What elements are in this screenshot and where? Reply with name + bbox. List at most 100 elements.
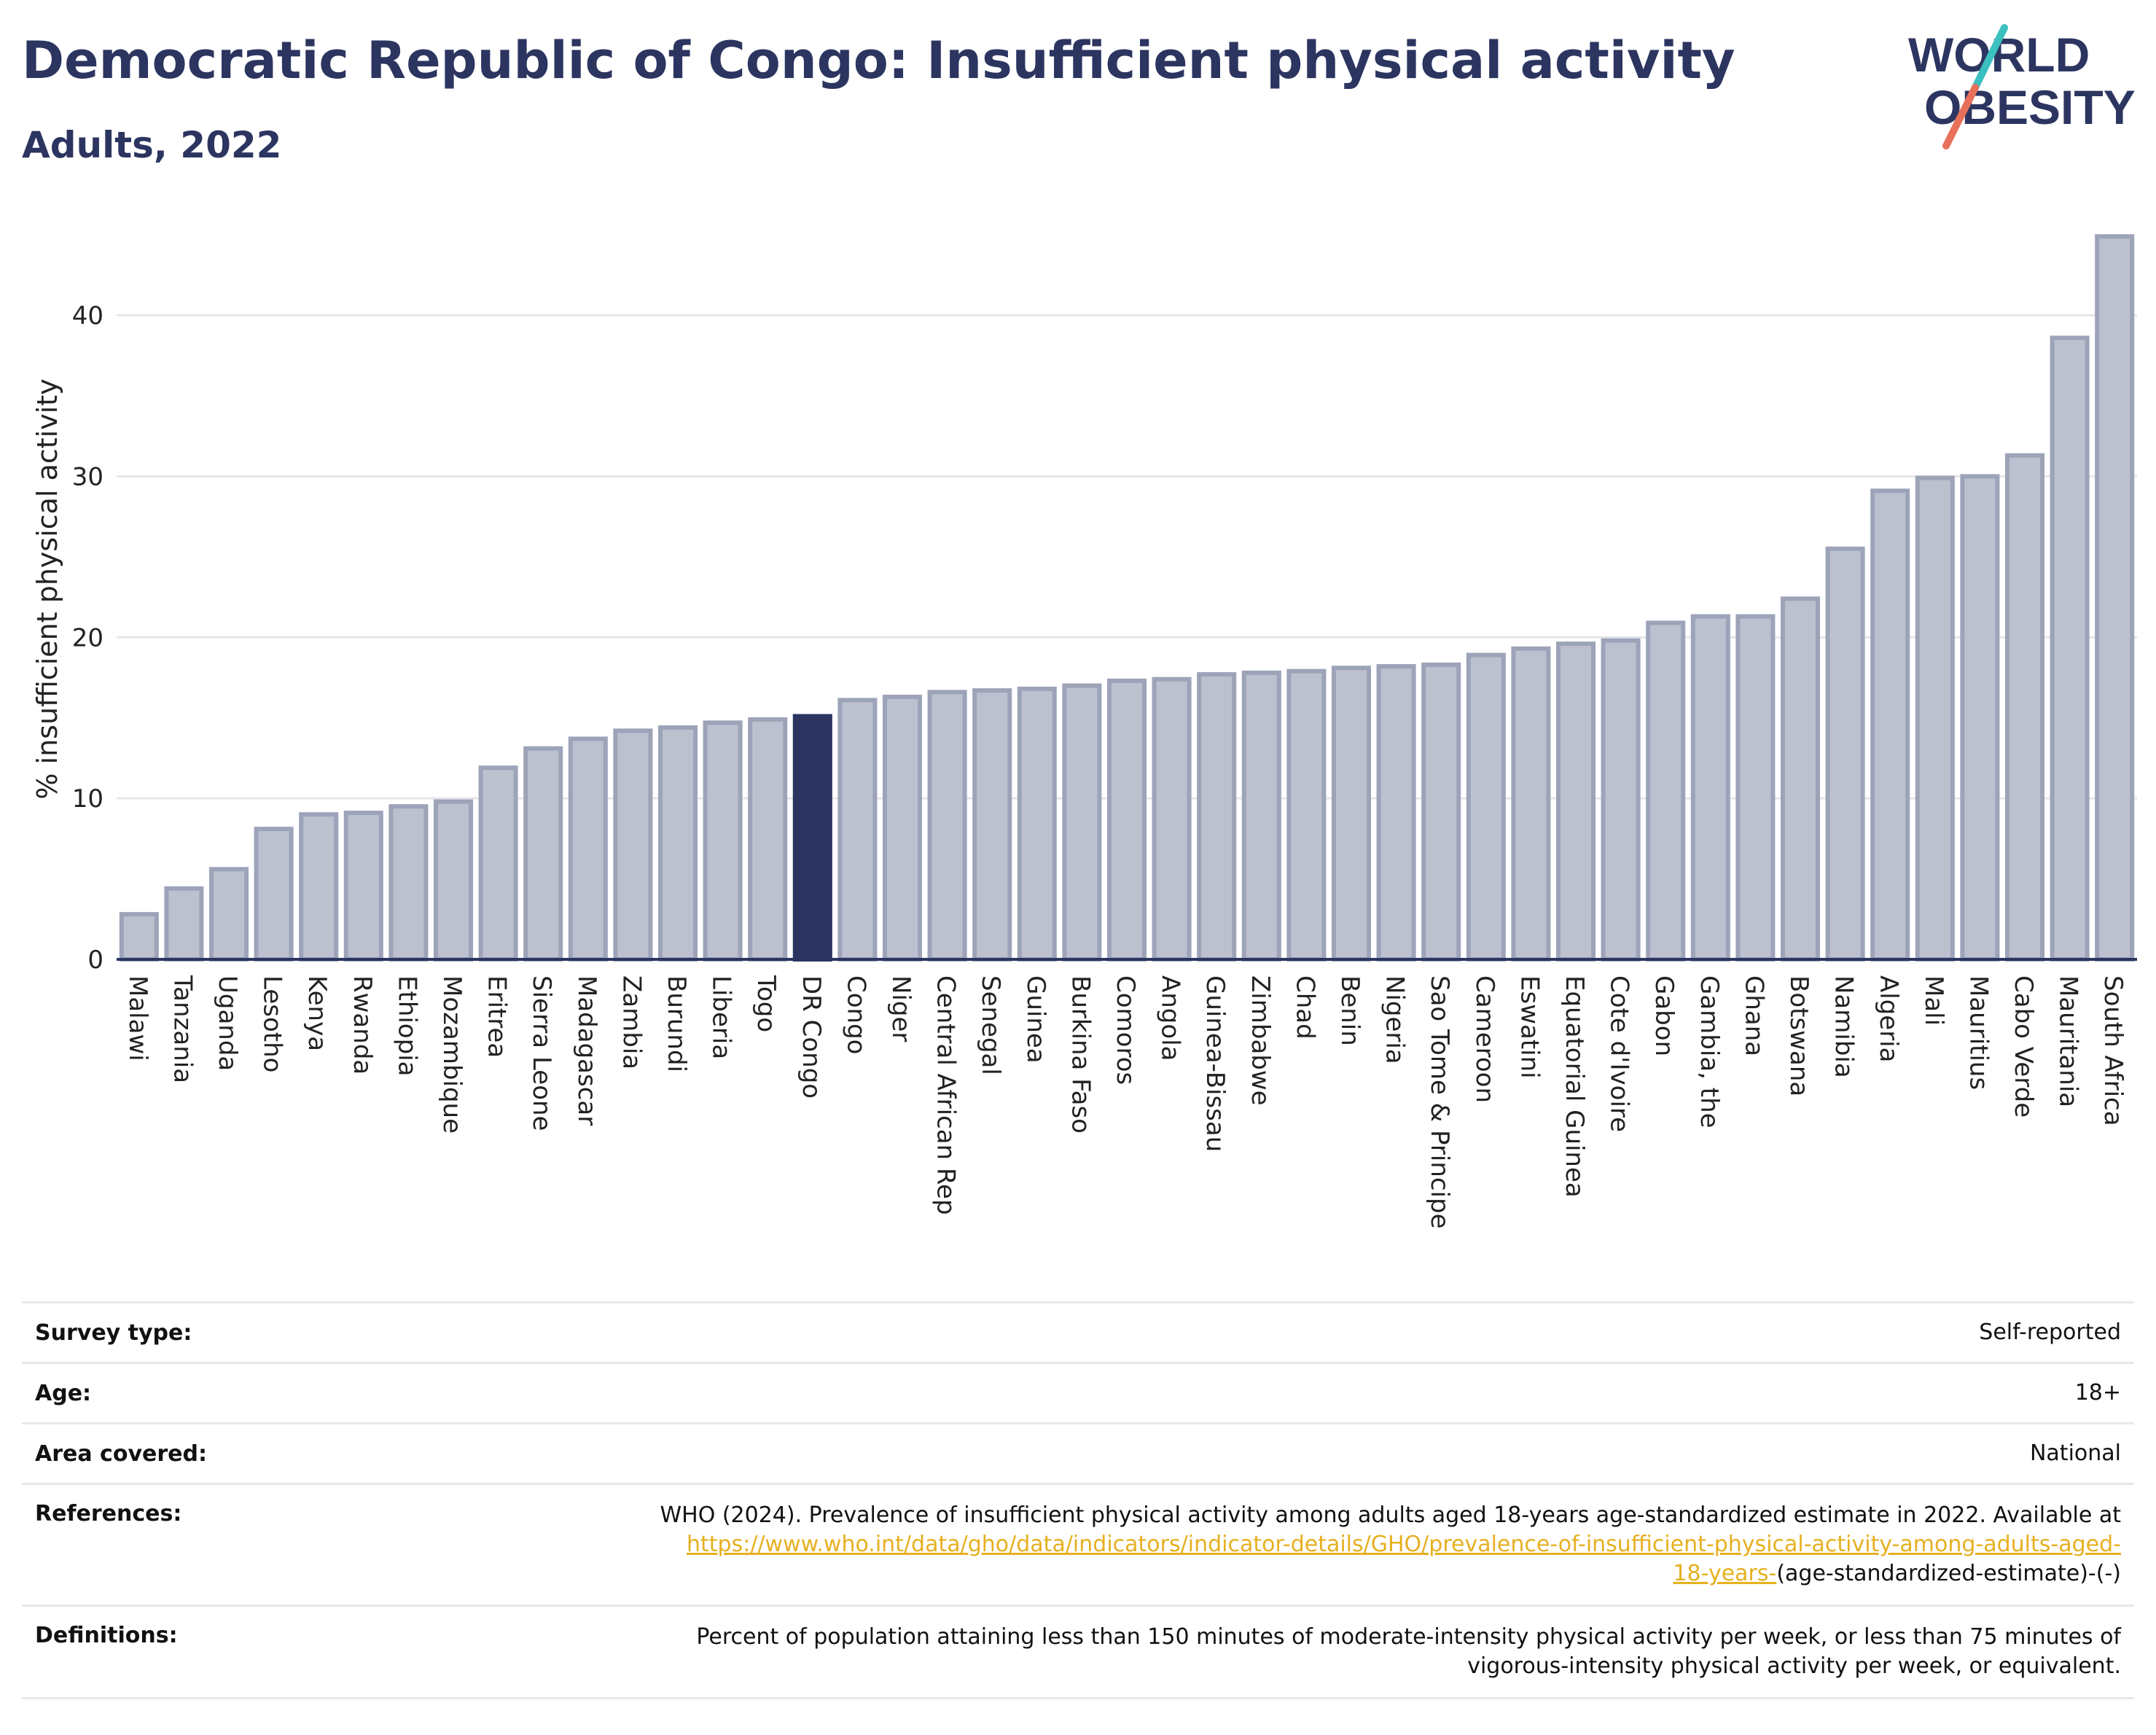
x-tick-label: Cameroon — [1470, 975, 1499, 1103]
page-subtitle: Adults, 2022 — [22, 124, 282, 166]
bar — [927, 690, 967, 962]
bar — [1870, 488, 1910, 962]
x-tick-label: Equatorial Guinea — [1560, 975, 1589, 1198]
x-tick-label: DR Congo — [797, 975, 826, 1099]
bar — [2095, 234, 2135, 962]
bar — [1960, 474, 2000, 962]
bar — [1646, 620, 1686, 962]
bar — [1376, 664, 1416, 962]
bar — [1106, 678, 1147, 962]
references-link-2[interactable]: 18-years- — [1673, 1561, 1777, 1586]
bar — [1197, 672, 1237, 962]
bar — [1915, 475, 1955, 962]
x-tick-label: Malawi — [123, 975, 152, 1061]
world-obesity-logo: WORLD OBESITY — [1908, 24, 2136, 149]
bar — [703, 720, 743, 962]
y-tick-label: 30 — [72, 462, 103, 491]
x-tick-label: Chad — [1290, 975, 1319, 1040]
y-tick-label: 20 — [72, 623, 103, 652]
definitions-value: Percent of population attaining less tha… — [696, 1607, 2134, 1697]
age-label: Age: — [35, 1380, 92, 1406]
x-tick-label: Zimbabwe — [1246, 975, 1275, 1106]
x-tick-label: Eswatini — [1515, 975, 1544, 1079]
x-tick-label: Mozambique — [437, 975, 466, 1134]
x-tick-label: Cabo Verde — [2009, 975, 2038, 1118]
bar — [748, 717, 788, 962]
definitions-label: Definitions: — [35, 1623, 178, 1648]
x-tick-label: Mali — [1919, 975, 1948, 1026]
bar — [657, 725, 698, 962]
bar — [388, 804, 429, 962]
bar — [972, 688, 1012, 962]
bar — [2050, 335, 2090, 962]
bar — [1062, 683, 1102, 962]
bar — [1017, 686, 1057, 962]
x-tick-label: Comoros — [1111, 975, 1140, 1085]
references-value: WHO (2024). Prevalence of insufficient p… — [660, 1485, 2134, 1605]
x-tick-label: Algeria — [1874, 975, 1903, 1062]
x-tick-label: Madagascar — [572, 975, 601, 1126]
x-tick-label: Burundi — [662, 975, 691, 1072]
references-text: WHO (2024). Prevalence of insufficient p… — [660, 1502, 2121, 1528]
x-tick-label: Burkina Faso — [1066, 975, 1095, 1134]
bar-chart: 0 10 20 30 40 % insufficient physical activit… — [31, 234, 2137, 1229]
bar — [1152, 677, 1192, 962]
bar — [1241, 670, 1281, 962]
bar — [1511, 646, 1551, 962]
area-value: National — [2029, 1440, 2121, 1466]
bar — [119, 912, 159, 962]
bar — [1466, 652, 1506, 962]
bar — [568, 736, 608, 962]
bar — [1825, 546, 1865, 962]
references-label: References: — [35, 1501, 182, 1527]
bar — [1286, 668, 1327, 962]
meta-row-definitions: Definitions: Percent of population attai… — [22, 1605, 2134, 1699]
bar — [433, 799, 474, 962]
area-label: Area covered: — [35, 1440, 207, 1467]
bar — [1601, 638, 1641, 962]
bar — [2004, 453, 2045, 962]
references-tail: (age-standardized-estimate)-(-) — [1776, 1561, 2121, 1586]
y-axis-label: % insufficient physical activity — [31, 378, 63, 799]
survey-type-value: Self-reported — [1979, 1319, 2121, 1345]
x-tick-label: Guinea — [1021, 975, 1050, 1064]
x-tick-label: Sierra Leone — [527, 975, 556, 1131]
y-tick-label: 0 — [87, 946, 103, 975]
bar — [523, 746, 563, 962]
y-tick-label: 40 — [72, 302, 103, 331]
meta-row-survey-type: Survey type: Self-reported — [22, 1301, 2134, 1362]
bar — [1421, 662, 1461, 962]
x-tick-label: Tanzania — [168, 975, 197, 1083]
x-tick-label: Gambia, the — [1695, 975, 1724, 1128]
bar — [882, 694, 923, 962]
x-tick-label: Namibia — [1829, 975, 1859, 1078]
x-tick-label: Senegal — [976, 975, 1005, 1075]
x-tick-label: Niger — [886, 975, 915, 1042]
logo-slash-teal — [1972, 24, 2008, 91]
bar — [164, 886, 204, 962]
x-tick-label: Uganda — [213, 975, 242, 1071]
definitions-line-1: Percent of population attaining less tha… — [696, 1624, 2121, 1650]
x-tick-label: Eritrea — [483, 975, 512, 1058]
logo-slash-coral — [1942, 84, 1979, 149]
x-tick-label: Cote d'Ivoire — [1605, 975, 1634, 1132]
x-tick-label: Rwanda — [348, 975, 377, 1075]
x-tick-label: Mauritius — [1964, 975, 1993, 1090]
x-tick-label: Ghana — [1739, 975, 1768, 1056]
bar — [208, 867, 249, 962]
bar — [478, 765, 518, 962]
bar-highlighted — [792, 714, 832, 962]
definitions-line-2: vigorous-intensity physical activity per… — [1467, 1653, 2121, 1679]
x-tick-label: Mauritania — [2054, 975, 2083, 1107]
bar — [1555, 642, 1596, 962]
x-tick-label: Congo — [841, 975, 870, 1054]
references-link-1[interactable]: https://www.who.int/data/gho/data/indica… — [687, 1532, 2121, 1557]
bar — [1780, 596, 1821, 962]
x-tick-label: South Africa — [2098, 975, 2128, 1126]
x-tick-label: Sao Tome & Principe — [1425, 975, 1454, 1229]
bar — [837, 698, 878, 962]
x-tick-label: Lesotho — [258, 975, 287, 1072]
bar — [613, 728, 653, 962]
x-tick-label: Angola — [1156, 975, 1185, 1061]
bar — [1331, 666, 1372, 962]
